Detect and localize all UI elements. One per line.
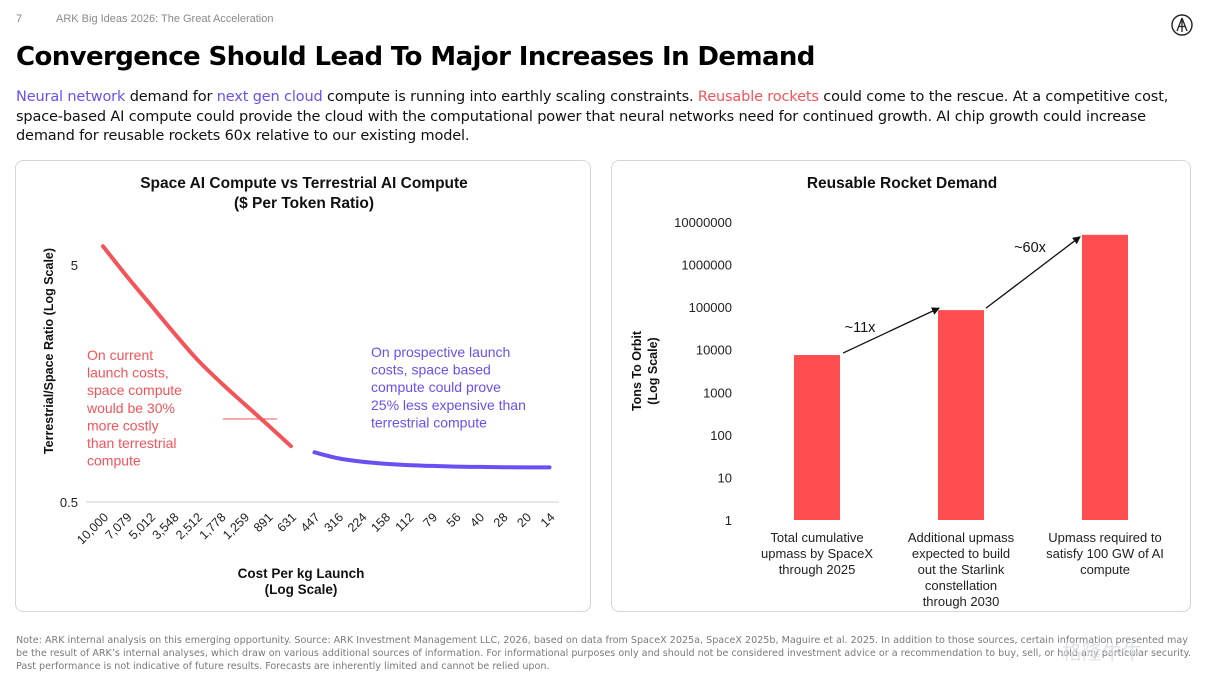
x-tick-label: 224 <box>345 510 370 535</box>
x-tick-label: 28 <box>491 510 511 530</box>
prospective-annotation-line: terrestrial compute <box>371 414 487 430</box>
x-tick-label: 1,259 <box>220 510 252 542</box>
x-category-label: through 2030 <box>923 594 1000 609</box>
intro-paragraph: Neural network demand for next gen cloud… <box>16 88 1206 147</box>
compute-cost-chart: Space AI Compute vs Terrestrial AI Compu… <box>42 175 559 597</box>
compute-cost-chart-panel: Space AI Compute vs Terrestrial AI Compu… <box>15 160 591 612</box>
x-tick-label: 56 <box>444 510 464 530</box>
x-category-label: out the Starlink <box>918 562 1005 577</box>
y-tick-label: 10 <box>718 470 732 485</box>
x-axis-label-scale: (Log Scale) <box>265 582 338 597</box>
bar <box>938 310 984 520</box>
x-tick-label: 14 <box>538 510 558 530</box>
y-axis-label-scale: (Log Scale) <box>646 337 660 404</box>
x-category-label: compute <box>1080 562 1130 577</box>
current-annotation-line: space compute <box>87 382 182 398</box>
chart-title: Reusable Rocket Demand <box>807 175 997 192</box>
rocket-demand-chart-panel: Reusable Rocket Demand Tons To Orbit (Lo… <box>611 160 1191 612</box>
y-tick-label: 10000 <box>696 343 732 358</box>
x-category-label: expected to build <box>912 546 1010 561</box>
growth-multiple-label: ~11x <box>845 320 877 336</box>
prospective-annotation-line: 25% less expensive than <box>371 397 526 413</box>
x-tick-label: 891 <box>251 510 276 535</box>
y-tick-label: 100000 <box>689 300 732 315</box>
current-annotation-line: On current <box>87 347 153 363</box>
x-tick-label: 79 <box>420 510 440 530</box>
y-tick-label: 5 <box>71 258 78 273</box>
page-number: 7 <box>16 13 23 25</box>
prospective-annotation-line: costs, space based <box>371 362 491 378</box>
chart-subtitle: ($ Per Token Ratio) <box>234 195 374 212</box>
x-tick-label: 631 <box>274 510 299 535</box>
y-tick-label: 10000000 <box>674 215 732 230</box>
x-category-label: through 2025 <box>779 562 856 577</box>
current-cost-annotation: On current launch costs,space compute woul… <box>86 347 182 469</box>
x-tick-label: 447 <box>298 510 323 535</box>
current-annotation-line: more costly <box>87 417 159 433</box>
x-axis-label: Cost Per kg Launch <box>238 566 365 581</box>
prospective-cost-annotation: On prospective launch costs, space basedc… <box>371 344 526 430</box>
x-category-label: satisfy 100 GW of AI <box>1046 546 1164 561</box>
prospective-cost-series-line <box>312 450 552 470</box>
x-tick-label: 316 <box>321 510 346 535</box>
x-category-label: Additional upmass <box>908 530 1015 545</box>
y-tick-label: 1 <box>725 513 732 528</box>
x-category-label: constellation <box>925 578 997 593</box>
y-tick-labels: 50.5 <box>60 258 78 510</box>
intro-reusable-rockets: Reusable rockets <box>697 89 819 105</box>
current-annotation-line: launch costs, <box>87 365 169 381</box>
y-tick-label: 100 <box>710 428 732 443</box>
y-axis-label: Terrestrial/Space Ratio (Log Scale) <box>42 248 56 454</box>
watermark: 格隆牛牛 <box>1062 642 1142 664</box>
rocket-demand-chart: Reusable Rocket Demand Tons To Orbit (Lo… <box>630 175 1164 609</box>
growth-arrow <box>985 236 1081 309</box>
intro-text-1: demand for <box>125 89 217 105</box>
y-axis-label: Tons To Orbit <box>630 330 644 411</box>
y-tick-label: 1000000 <box>681 258 732 273</box>
bars <box>794 234 1128 520</box>
growth-arrow <box>842 307 940 354</box>
y-tick-labels: 1 10 100 1000 10000 100000 1000000 10000000 <box>674 215 732 528</box>
bar <box>1082 234 1128 520</box>
current-annotation-line: than terrestrial <box>87 435 176 451</box>
growth-arrows: ~11x ~60x <box>842 236 1081 354</box>
intro-text-2: compute is running into earthly scaling … <box>322 89 698 105</box>
deck-title: ARK Big Ideas 2026: The Great Accelerati… <box>56 13 274 25</box>
x-tick-label: 112 <box>393 510 417 534</box>
x-category-label: Upmass required to <box>1048 530 1161 545</box>
y-tick-label: 0.5 <box>60 495 78 510</box>
intro-neural-network: Neural network <box>16 89 126 105</box>
x-tick-label: 40 <box>467 510 487 530</box>
y-tick-label: 1000 <box>703 385 732 400</box>
page-title: Convergence Should Lead To Major Increas… <box>16 42 815 72</box>
current-annotation-line: compute <box>87 453 141 469</box>
bar <box>794 355 840 520</box>
chart-title: Space AI Compute vs Terrestrial AI Compu… <box>140 175 468 192</box>
x-tick-label: 20 <box>514 510 534 530</box>
prospective-annotation-line: On prospective launch <box>371 344 510 360</box>
x-category-label: upmass by SpaceX <box>761 546 873 561</box>
growth-multiple-label: ~60x <box>1014 240 1047 256</box>
intro-text-3: could come to the rescue. At a competiti… <box>16 89 1169 144</box>
intro-next-gen-cloud: next gen cloud <box>216 89 323 105</box>
x-tick-labels: 10,0007,0795,0123,5482,5121,7781,2598916… <box>74 510 557 547</box>
prospective-annotation-line: compute could prove <box>371 379 501 395</box>
footnote: Note: ARK internal analysis on this emer… <box>16 635 1191 672</box>
x-tick-label: 158 <box>368 510 393 535</box>
ark-logo-icon <box>1171 14 1193 36</box>
x-category-label: Total cumulative <box>770 530 863 545</box>
current-annotation-line: would be 30% <box>86 400 175 416</box>
